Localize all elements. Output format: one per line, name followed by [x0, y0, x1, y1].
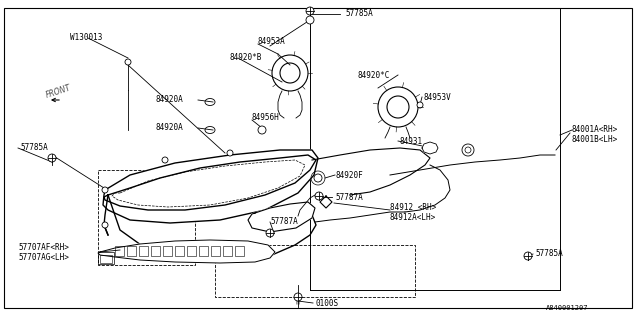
Text: 57785A: 57785A — [20, 143, 48, 153]
Bar — [127, 246, 136, 256]
Circle shape — [102, 222, 108, 228]
Text: 57785A: 57785A — [345, 10, 372, 19]
Polygon shape — [422, 142, 438, 154]
Text: 57787A: 57787A — [270, 218, 298, 227]
Bar — [151, 246, 160, 256]
Text: 84920F: 84920F — [335, 171, 363, 180]
Text: 84920A: 84920A — [155, 95, 183, 105]
Bar — [139, 246, 148, 256]
Bar — [235, 246, 244, 256]
Circle shape — [162, 157, 168, 163]
Bar — [98, 252, 114, 264]
Bar — [199, 246, 208, 256]
Text: 57707AG<LH>: 57707AG<LH> — [18, 253, 69, 262]
Text: FRONT: FRONT — [44, 84, 72, 100]
Circle shape — [306, 7, 314, 15]
Polygon shape — [98, 240, 275, 263]
Text: 84912A<LH>: 84912A<LH> — [390, 213, 436, 222]
Circle shape — [306, 16, 314, 24]
Circle shape — [48, 154, 56, 162]
Text: 0100S: 0100S — [316, 299, 339, 308]
Bar — [175, 246, 184, 256]
Circle shape — [102, 187, 108, 193]
Bar — [187, 246, 196, 256]
Bar — [215, 245, 415, 297]
Text: 84956H: 84956H — [252, 114, 280, 123]
Bar — [98, 170, 195, 265]
Text: W130013: W130013 — [70, 34, 102, 43]
Bar — [211, 246, 220, 256]
Circle shape — [266, 229, 274, 237]
Bar — [163, 246, 172, 256]
Text: 84920*C: 84920*C — [358, 70, 390, 79]
Circle shape — [417, 102, 423, 108]
Text: 84931: 84931 — [400, 137, 423, 146]
Circle shape — [314, 174, 322, 182]
Bar — [223, 246, 232, 256]
Text: 84953A: 84953A — [258, 37, 285, 46]
Text: 84001B<LH>: 84001B<LH> — [572, 135, 618, 145]
Text: 57787A: 57787A — [335, 193, 363, 202]
Text: 84953V: 84953V — [424, 92, 452, 101]
Polygon shape — [103, 150, 318, 223]
Circle shape — [462, 144, 474, 156]
Circle shape — [125, 59, 131, 65]
Text: A840001207: A840001207 — [546, 305, 589, 311]
Text: 84920*B: 84920*B — [230, 53, 262, 62]
Circle shape — [227, 150, 233, 156]
Text: 84001A<RH>: 84001A<RH> — [572, 125, 618, 134]
Bar — [115, 246, 124, 256]
Circle shape — [258, 126, 266, 134]
Bar — [100, 255, 112, 263]
Text: ||||: |||| — [295, 300, 301, 304]
Circle shape — [294, 293, 302, 301]
Text: 57707AF<RH>: 57707AF<RH> — [18, 244, 69, 252]
Circle shape — [524, 252, 532, 260]
Text: 84920A: 84920A — [155, 124, 183, 132]
Circle shape — [315, 192, 323, 200]
Text: 57785A: 57785A — [535, 250, 563, 259]
Polygon shape — [248, 202, 315, 232]
Text: 84912 <RH>: 84912 <RH> — [390, 204, 436, 212]
